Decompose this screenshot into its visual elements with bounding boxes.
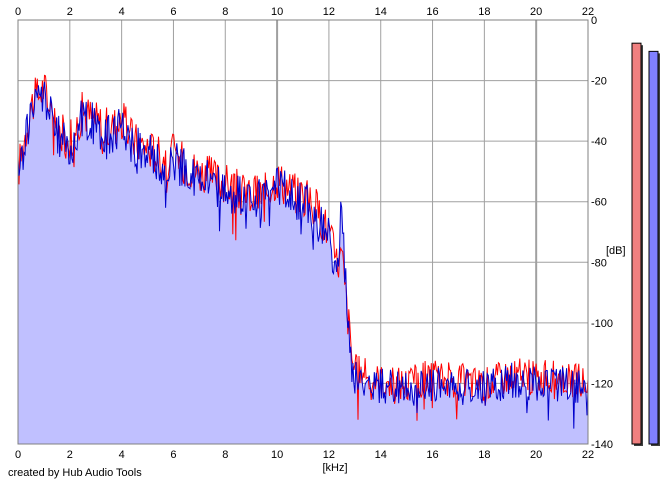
x-tick-label-bottom: 12 [323, 449, 335, 461]
x-tick-label-top: 2 [67, 6, 73, 18]
y-tick-label: -140 [591, 439, 613, 451]
x-tick-label-top: 10 [271, 6, 283, 18]
x-tick-label-bottom: 0 [15, 449, 21, 461]
level-meters [631, 42, 660, 447]
x-tick-label-bottom: 6 [170, 449, 176, 461]
x-tick-label-top: 14 [375, 6, 387, 18]
y-axis-label: [dB] [606, 245, 626, 257]
x-axis-label: [kHz] [322, 462, 347, 474]
spectrum-line-2 [17, 81, 589, 429]
x-tick-label-top: 22 [582, 6, 594, 18]
x-tick-label-top: 16 [426, 6, 438, 18]
x-tick-label-bottom: 8 [222, 449, 228, 461]
x-axis-top-ticks: 0 2 4 6 8 10 12 14 16 18 20 22 [15, 6, 594, 18]
y-tick-label: 0 [591, 15, 597, 27]
x-tick-label-bottom: 20 [530, 449, 542, 461]
y-tick-label: -100 [591, 318, 613, 330]
credit-text: created by Hub Audio Tools [8, 467, 142, 479]
y-axis-ticks: 0 -20 -40 -60 -80 -100 -120 -140 [591, 15, 613, 451]
x-tick-label-top: 20 [530, 6, 542, 18]
spectrum-series [17, 74, 589, 429]
y-tick-label: -20 [591, 76, 607, 88]
x-axis-bottom-ticks: 0 2 4 6 8 10 12 14 16 18 20 22 [15, 449, 594, 461]
y-tick-label: -40 [591, 136, 607, 148]
x-tick-label-bottom: 22 [582, 449, 594, 461]
x-tick-label-top: 12 [323, 6, 335, 18]
spectrum-line-1 [17, 74, 589, 421]
x-tick-label-bottom: 14 [375, 449, 387, 461]
x-tick-label-bottom: 2 [67, 449, 73, 461]
x-tick-label-top: 18 [478, 6, 490, 18]
x-tick-label-top: 4 [119, 6, 125, 18]
x-tick-label-top: 8 [222, 6, 228, 18]
level-meter-left [631, 42, 642, 445]
spectrum-fill-area [18, 81, 588, 445]
y-tick-label: -80 [591, 257, 607, 269]
y-tick-label: -60 [591, 197, 607, 209]
x-tick-label-bottom: 18 [478, 449, 490, 461]
x-tick-label-top: 6 [170, 6, 176, 18]
level-meter-right [648, 50, 659, 445]
x-tick-label-bottom: 16 [426, 449, 438, 461]
plot-frame [17, 19, 589, 445]
x-tick-label-bottom: 4 [119, 449, 125, 461]
x-tick-label-top: 0 [15, 6, 21, 18]
x-tick-label-bottom: 10 [271, 449, 283, 461]
y-tick-label: -120 [591, 378, 613, 390]
